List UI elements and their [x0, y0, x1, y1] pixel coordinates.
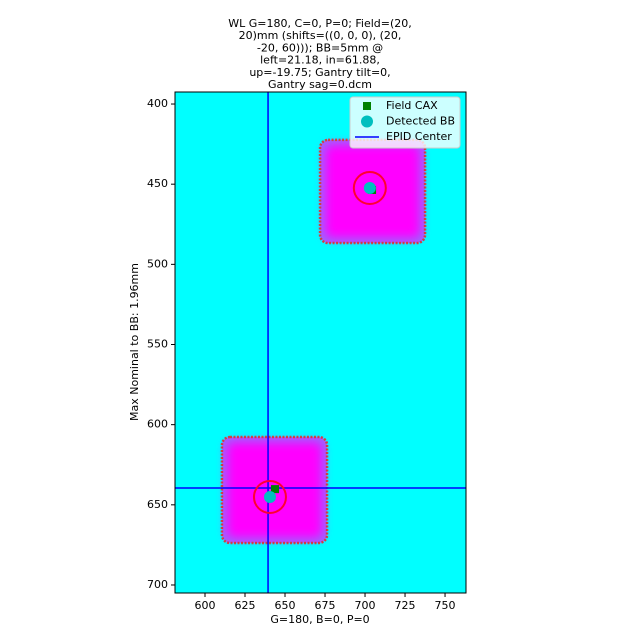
- y-tick-label: 550: [147, 338, 168, 351]
- chart-title: -20, 60))); BB=5mm @: [257, 41, 383, 54]
- legend-label: Detected BB: [386, 115, 455, 128]
- x-tick-label: 625: [235, 599, 256, 612]
- plot-frame: [174, 91, 467, 594]
- y-tick-label: 450: [147, 177, 168, 190]
- legend-label: Field CAX: [386, 99, 438, 112]
- y-axis-label: Max Nominal to BB: 1.96mm: [128, 263, 141, 421]
- bb-outline: [352, 171, 387, 206]
- chart-title: 20)mm (shifts=((0, 0, 0), (20,: [239, 29, 402, 42]
- legend-label: EPID Center: [386, 130, 452, 143]
- y-tick-label: 700: [147, 578, 168, 591]
- plot-area: [175, 92, 466, 593]
- chart-title: WL G=180, C=0, P=0; Field=(20,: [228, 17, 412, 30]
- y-tick-label: 650: [147, 498, 168, 511]
- field-outline: [318, 138, 427, 245]
- y-tick-label: 500: [147, 257, 168, 270]
- x-tick-label: 725: [395, 599, 416, 612]
- legend: Field CAX Detected BB EPID Center: [349, 96, 461, 149]
- x-axis-label: G=180, B=0, P=0: [270, 613, 369, 626]
- marker: [361, 115, 373, 128]
- marker: [263, 490, 276, 503]
- chart-title: Gantry sag=0.dcm: [268, 78, 372, 91]
- marker: [363, 182, 376, 195]
- x-tick-label: 750: [435, 599, 456, 612]
- marker: [363, 102, 371, 110]
- x-tick-label: 700: [355, 599, 376, 612]
- x-tick-label: 675: [315, 599, 336, 612]
- legend-box: [349, 96, 461, 149]
- x-tick-label: 650: [275, 599, 296, 612]
- x-tick-label: 600: [195, 599, 216, 612]
- field-outline: [220, 435, 329, 545]
- chart-title: up=-19.75; Gantry tilt=0,: [249, 66, 390, 79]
- bb-outline: [252, 479, 287, 514]
- y-tick-label: 600: [147, 418, 168, 431]
- chart-title: left=21.18, in=61.88,: [260, 54, 380, 67]
- marker: [271, 485, 280, 494]
- y-tick-label: 400: [147, 97, 168, 110]
